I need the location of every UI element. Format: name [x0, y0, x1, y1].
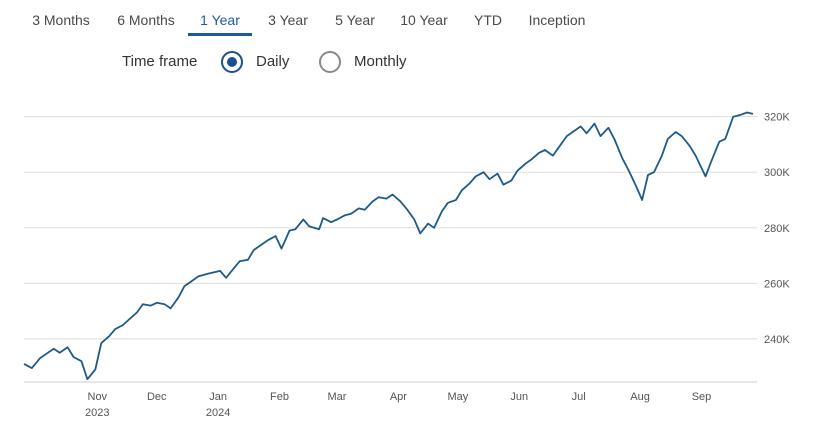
x-tick-year-label: 2024	[206, 407, 230, 419]
x-tick-label: Jul	[572, 391, 586, 403]
tab-5-year[interactable]: 5 Year	[335, 12, 375, 28]
tab-inception[interactable]: Inception	[528, 12, 586, 28]
timeframe-selector: Time frame Daily Monthly	[0, 46, 820, 80]
y-tick-label: 320K	[764, 112, 790, 124]
period-tabs: 3 Months 6 Months 1 Year 3 Year 5 Year 1…	[0, 0, 820, 40]
x-tick-label: Jan	[209, 391, 227, 403]
y-tick-label: 300K	[764, 167, 790, 179]
x-tick-year-label: 2023	[85, 407, 109, 419]
tab-6-months[interactable]: 6 Months	[117, 12, 175, 28]
tab-ytd[interactable]: YTD	[474, 12, 502, 28]
monthly-radio[interactable]	[319, 51, 341, 73]
y-axis-labels: 240K 260K 280K 300K 320K	[764, 112, 790, 346]
chart-gridlines	[24, 116, 757, 340]
x-tick-label: Nov	[88, 391, 108, 403]
daily-radio[interactable]	[221, 51, 243, 73]
x-tick-label: Feb	[270, 391, 289, 403]
series-line	[23, 111, 754, 381]
y-tick-label: 240K	[764, 334, 790, 346]
x-tick-label: Sep	[692, 391, 712, 403]
x-tick-label: Jun	[510, 391, 528, 403]
tab-3-months[interactable]: 3 Months	[32, 12, 90, 28]
x-tick-label: Mar	[328, 391, 347, 403]
y-tick-label: 280K	[764, 223, 790, 235]
y-tick-label: 260K	[764, 278, 790, 290]
x-tick-label: Dec	[147, 391, 167, 403]
x-tick-label: May	[447, 391, 468, 403]
daily-radio-label[interactable]: Daily	[256, 53, 290, 70]
active-tab-indicator	[188, 33, 252, 36]
timeframe-label: Time frame	[122, 53, 198, 70]
x-tick-label: Aug	[630, 391, 650, 403]
x-axis-labels: Nov 2023 Dec Jan 2024 Feb Mar Apr May Jun Jul Aug Se…	[85, 391, 711, 419]
x-tick-label: Apr	[390, 391, 407, 403]
tab-1-year[interactable]: 1 Year	[200, 12, 240, 28]
tab-3-year[interactable]: 3 Year	[268, 12, 308, 28]
series-lines	[23, 111, 754, 381]
tab-10-year[interactable]: 10 Year	[400, 12, 448, 28]
monthly-radio-label[interactable]: Monthly	[354, 53, 407, 70]
